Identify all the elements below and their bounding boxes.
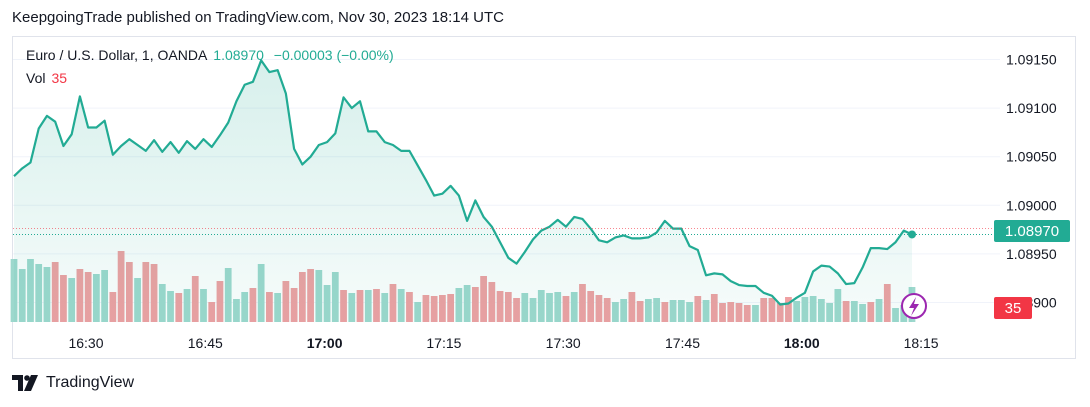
footer-brand: TradingView — [46, 374, 135, 391]
lightning-icon[interactable] — [901, 293, 927, 319]
volume-label: Vol — [26, 70, 46, 86]
symbol-legend: Euro / U.S. Dollar, 1, OANDA 1.08970 −0.0… — [26, 47, 394, 63]
price-axis: 1.09150 1.09100 1.09050 1.09000 1.08950 1.089… — [1006, 51, 1057, 310]
price-tick-label: 1.09000 — [1006, 197, 1057, 213]
time-tick-label: 18:15 — [904, 335, 939, 351]
price-badge: 1.08970 — [994, 220, 1070, 242]
svg-text:1.08970: 1.08970 — [1005, 223, 1059, 240]
volume-badge: 35 — [994, 297, 1032, 319]
time-tick-label: 16:30 — [68, 335, 103, 351]
svg-text:35: 35 — [1005, 300, 1022, 317]
symbol-name: Euro / U.S. Dollar, 1, OANDA — [26, 47, 208, 63]
last-price: 1.08970 — [213, 47, 264, 63]
price-tick-label: 1.08950 — [1006, 246, 1057, 262]
time-axis: 16:30 16:45 17:00 17:15 17:30 17:45 18:00 18:15 — [68, 335, 938, 351]
publish-info: KeepgoingTrade published on TradingView.… — [12, 9, 504, 26]
volume-value: 35 — [51, 70, 68, 86]
time-tick-label: 17:30 — [546, 335, 581, 351]
time-tick-label: 17:00 — [307, 335, 343, 351]
footer: TradingView — [12, 374, 134, 392]
price-tick-label: 1.09100 — [1006, 100, 1057, 116]
price-line — [13, 59, 913, 306]
time-tick-label: 17:15 — [426, 335, 461, 351]
price-tick-label: 1.09150 — [1006, 51, 1057, 67]
price-tick-label: 1.09050 — [1006, 149, 1057, 165]
price-change: −0.00003 (−0.00%) — [273, 47, 394, 63]
last-price-dot — [908, 230, 916, 239]
tradingview-logo-icon — [12, 375, 38, 391]
time-tick-label: 16:45 — [188, 335, 223, 351]
price-area — [14, 60, 912, 323]
time-tick-label: 17:45 — [665, 335, 700, 351]
chart-frame — [12, 36, 1076, 359]
volume-legend: Vol 35 — [26, 70, 67, 86]
time-tick-label: 18:00 — [784, 335, 820, 351]
